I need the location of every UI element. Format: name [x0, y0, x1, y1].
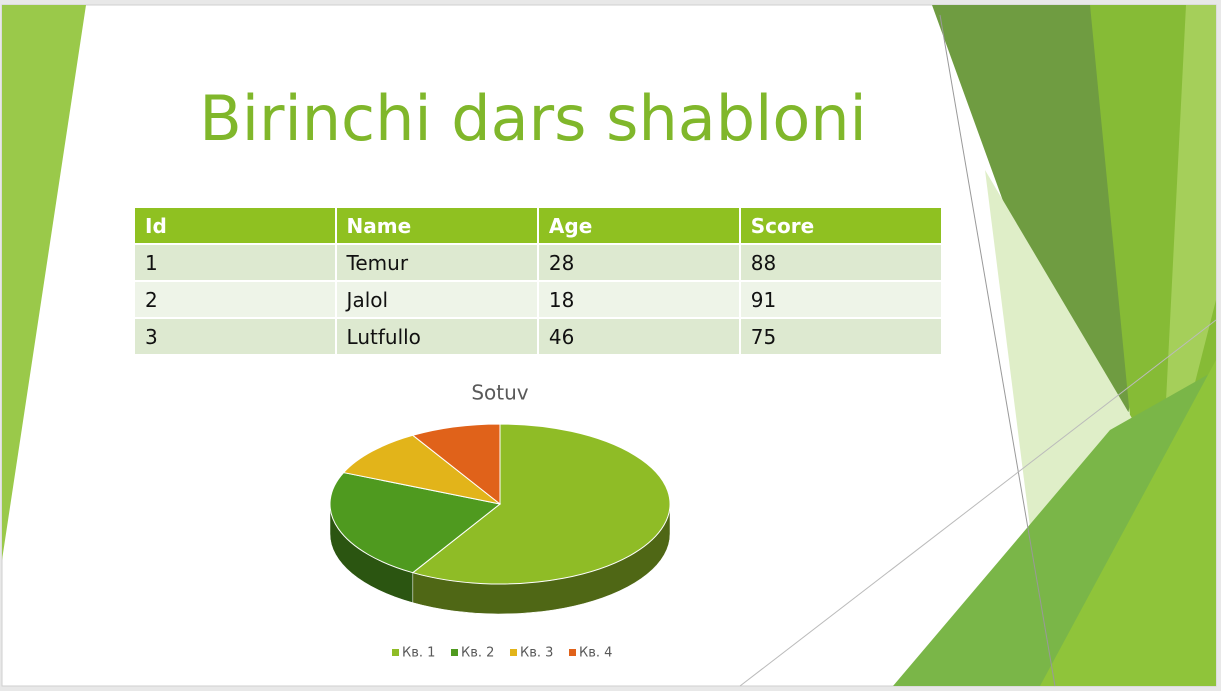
legend-label: Кв. 3	[520, 646, 553, 661]
legend-swatch	[392, 649, 399, 656]
header-cell: Name	[335, 208, 539, 245]
decor-shape	[2, 5, 86, 560]
header-cell: Age	[537, 208, 741, 245]
decor-line	[939, 14, 1056, 687]
pie-slice	[411, 423, 501, 506]
table-cell: Temur	[335, 244, 539, 282]
pie-slice	[411, 423, 671, 585]
table-cell: 75	[739, 318, 944, 356]
table-cell: 46	[537, 318, 741, 356]
table-cell: 3	[135, 318, 337, 356]
table-row: 3 Lutfullo 46 75	[135, 318, 944, 356]
decor-line	[739, 319, 1217, 687]
table-cell: 18	[537, 281, 741, 319]
decor-shape	[1040, 360, 1216, 686]
pie-slice	[342, 434, 501, 505]
legend-label: Кв. 2	[461, 646, 494, 661]
slide-title: Birinchi dars shabloni	[199, 82, 867, 155]
table-cell: 91	[739, 281, 944, 319]
data-table: Id Name Age Score 1 Temur 28 88 2 Jalol 18 91 3 Lutfu…	[135, 208, 944, 356]
legend-label: Кв. 1	[402, 646, 435, 661]
pie-slice	[329, 472, 502, 574]
table-cell: 88	[739, 244, 944, 282]
table-cell: 2	[135, 281, 337, 319]
legend-swatch	[510, 649, 517, 656]
table-row: 2 Jalol 18 91	[135, 281, 944, 319]
decor-shape	[1160, 5, 1216, 520]
table-cell: Jalol	[335, 281, 539, 319]
header-cell: Id	[135, 208, 337, 245]
table-row: 1 Temur 28 88	[135, 244, 944, 282]
pie-chart: Sotuv Кв. 1 Кв. 2 Кв. 3 Кв. 4	[329, 381, 671, 661]
legend-swatch	[451, 649, 458, 656]
table-cell: 1	[135, 244, 337, 282]
table-cell: 28	[537, 244, 741, 282]
table-body: 1 Temur 28 88 2 Jalol 18 91 3 Lutfullo 46 75	[135, 244, 944, 356]
legend-swatch	[569, 649, 576, 656]
table-header: Id Name Age Score	[135, 208, 944, 245]
chart-title: Sotuv	[471, 381, 528, 405]
table-cell: Lutfullo	[335, 318, 539, 356]
legend-label: Кв. 4	[579, 646, 612, 661]
header-cell: Score	[739, 208, 944, 245]
